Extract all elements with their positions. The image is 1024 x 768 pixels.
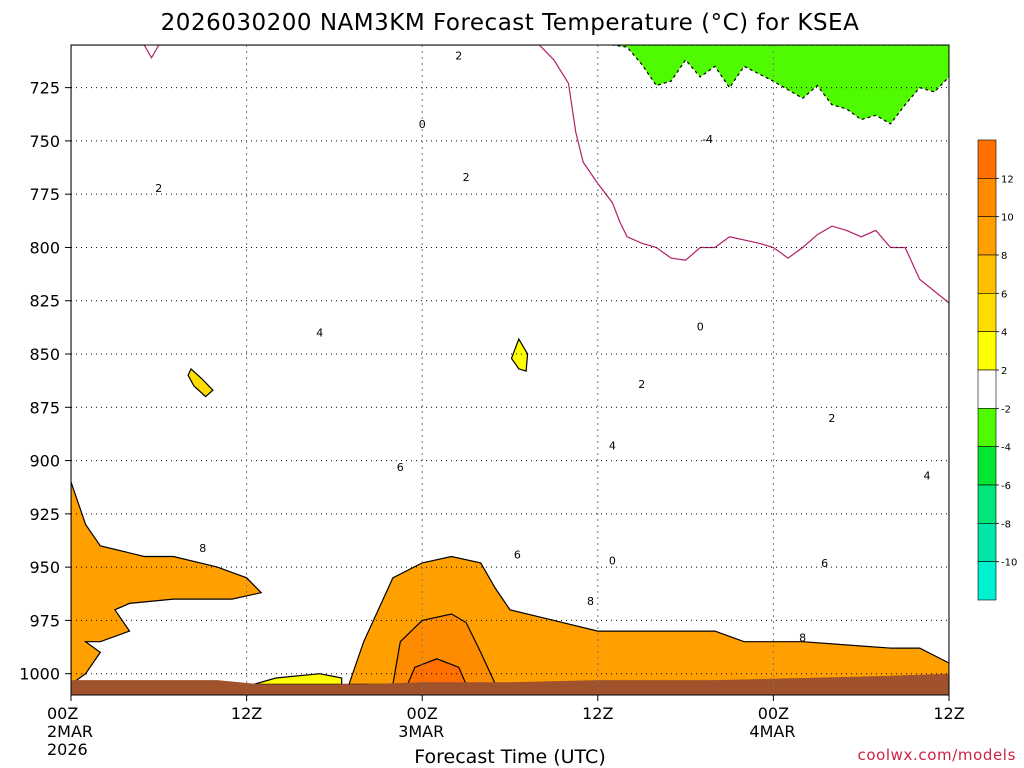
contour-label: 6	[821, 557, 828, 570]
ground-surface	[71, 673, 949, 695]
colorbar-label: -10	[1001, 558, 1017, 569]
contour-label: 8	[799, 631, 806, 644]
contour-label: -4	[702, 133, 713, 146]
y-axis-pressure: 725 750 775 800 825 850 875 900 925 950 975 1000	[19, 79, 71, 684]
colorbar-label: 6	[1001, 289, 1007, 300]
contour-label: 2	[828, 412, 835, 425]
y-tick-label: 775	[29, 185, 60, 204]
ground-layer	[71, 673, 949, 695]
colorbar-swatch	[977, 139, 997, 179]
chart-title: 2026030200 NAM3KM Forecast Temperature (…	[161, 10, 860, 36]
y-tick-label: 800	[29, 238, 60, 257]
temperature-region-5	[187, 367, 214, 398]
contour-label: 4	[609, 440, 616, 453]
x-tick-date: 4MAR	[749, 722, 795, 741]
colorbar-legend: 12 10 8 6 4 2 -2 -4 -6 -8 -10	[977, 139, 1017, 601]
y-tick-label: 1000	[19, 665, 60, 684]
contour-label: 4	[316, 327, 323, 340]
colorbar-label: -4	[1001, 443, 1011, 454]
colorbar-swatch	[977, 561, 997, 601]
colorbar-label: 12	[1001, 174, 1014, 185]
colorbar-label: 2	[1001, 366, 1007, 377]
contour-label: 0	[609, 555, 616, 568]
x-tick-label: 12Z	[933, 704, 964, 723]
y-tick-label: 725	[29, 79, 60, 98]
colorbar-swatch	[977, 216, 997, 256]
contour-label: 6	[397, 461, 404, 474]
contour-label: 6	[514, 548, 521, 561]
contour-label: 8	[199, 542, 206, 555]
colorbar-swatch	[977, 484, 997, 524]
x-tick-label: 12Z	[582, 704, 613, 723]
y-tick-label: 900	[29, 452, 60, 471]
colorbar-label: -8	[1001, 519, 1011, 530]
x-tick-label: 00Z	[47, 704, 78, 723]
contour-label: 4	[924, 469, 931, 482]
contour-label: 2	[455, 50, 462, 63]
contour-label: 8	[587, 595, 594, 608]
x-tick-label: 00Z	[407, 704, 438, 723]
x-tick-date: 3MAR	[398, 722, 444, 741]
temperature-region-3	[71, 45, 949, 685]
x-tick-date: 2MAR	[47, 722, 93, 741]
plot-frame	[70, 44, 950, 696]
colorbar-swatch	[977, 369, 997, 409]
y-tick-label: 925	[29, 505, 60, 524]
contour-label: 0	[697, 320, 704, 333]
contour-label: 0	[419, 118, 426, 131]
x-tick-label: 12Z	[231, 704, 262, 723]
colorbar-swatch	[977, 178, 997, 217]
temperature-fill-layer	[71, 45, 949, 695]
contour-label: 2	[638, 378, 645, 391]
credit-text: coolwx.com/models	[858, 746, 1017, 764]
colorbar-label: 10	[1001, 213, 1014, 224]
x-tick-label: 00Z	[758, 704, 789, 723]
colorbar-swatch	[977, 408, 997, 447]
contour-label: 2	[155, 182, 162, 195]
y-tick-label: 825	[29, 292, 60, 311]
y-tick-label: 975	[29, 611, 60, 630]
temperature-region-6	[510, 337, 529, 372]
colorbar-label: -2	[1001, 404, 1011, 415]
colorbar-swatch	[977, 331, 997, 371]
colorbar-swatch	[977, 446, 997, 486]
y-tick-label: 750	[29, 132, 60, 151]
colorbar-swatch	[977, 254, 997, 294]
colorbar-swatch	[977, 293, 997, 332]
gridlines	[71, 45, 949, 695]
y-tick-label: 950	[29, 558, 60, 577]
y-tick-label: 850	[29, 345, 60, 364]
x-axis-label: Forecast Time (UTC)	[414, 746, 605, 768]
x-tick-year: 2026	[47, 740, 88, 759]
temperature-region-4	[612, 45, 949, 125]
contour-label-layer: 2 0 -4 2 2 4 0 2 2 4 6 4 8 6 6 0 8 8	[155, 50, 930, 645]
y-tick-label: 875	[29, 398, 60, 417]
colorbar-swatch	[977, 523, 997, 562]
colorbar-label: -6	[1001, 481, 1011, 492]
colorbar-label: 4	[1001, 328, 1007, 339]
temperature-region-8	[348, 555, 949, 685]
contour-label: 2	[463, 171, 470, 184]
temperature-region-7	[71, 481, 263, 686]
colorbar-label: 8	[1001, 251, 1007, 262]
